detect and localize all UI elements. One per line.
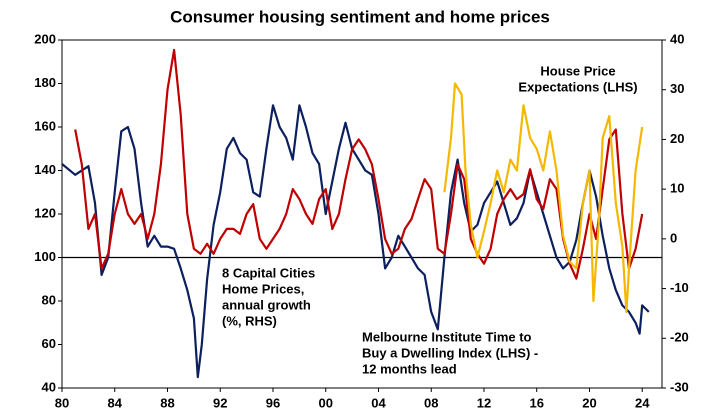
- annotation: 12 months lead: [362, 361, 457, 376]
- x-tick-label: 04: [371, 395, 386, 410]
- y2-tick-label: 30: [670, 81, 684, 96]
- x-tick-label: 92: [213, 395, 227, 410]
- series-line: [443, 82, 644, 313]
- x-tick-label: 12: [477, 395, 491, 410]
- annotation: annual growth: [222, 297, 311, 312]
- annotation: 8 Capital Cities: [222, 265, 315, 280]
- chart-title: Consumer housing sentiment and home pric…: [170, 7, 550, 26]
- y-tick-label: 200: [34, 31, 56, 46]
- y2-tick-label: 40: [670, 31, 684, 46]
- annotation: Melbourne Institute Time to: [362, 329, 532, 344]
- y-tick-label: 60: [42, 336, 56, 351]
- y2-tick-label: -10: [670, 280, 689, 295]
- x-tick-label: 80: [55, 395, 69, 410]
- annotation: Home Prices,: [222, 281, 304, 296]
- x-tick-label: 20: [582, 395, 596, 410]
- y-tick-label: 160: [34, 118, 56, 133]
- y-tick-label: 80: [42, 292, 56, 307]
- x-tick-label: 88: [160, 395, 174, 410]
- x-tick-label: 84: [108, 395, 123, 410]
- y2-tick-label: 20: [670, 131, 684, 146]
- y-tick-label: 40: [42, 379, 56, 394]
- series-line: [61, 104, 650, 379]
- series-line: [74, 48, 644, 280]
- x-tick-label: 08: [424, 395, 438, 410]
- x-tick-label: 00: [319, 395, 333, 410]
- x-tick-label: 24: [635, 395, 650, 410]
- annotation: Expectations (LHS): [518, 79, 637, 94]
- annotation: Buy a Dwelling Index (LHS) -: [362, 345, 538, 360]
- y2-tick-label: 10: [670, 181, 684, 196]
- y-tick-label: 180: [34, 75, 56, 90]
- x-tick-label: 96: [266, 395, 280, 410]
- y-tick-label: 140: [34, 162, 56, 177]
- annotation: (%, RHS): [222, 313, 277, 328]
- y2-tick-label: -20: [670, 330, 689, 345]
- y2-tick-label: -30: [670, 379, 689, 394]
- y-tick-label: 120: [34, 205, 56, 220]
- y2-tick-label: 0: [670, 230, 677, 245]
- x-tick-label: 16: [529, 395, 543, 410]
- annotation: House Price: [540, 63, 615, 78]
- y-tick-label: 100: [34, 249, 56, 264]
